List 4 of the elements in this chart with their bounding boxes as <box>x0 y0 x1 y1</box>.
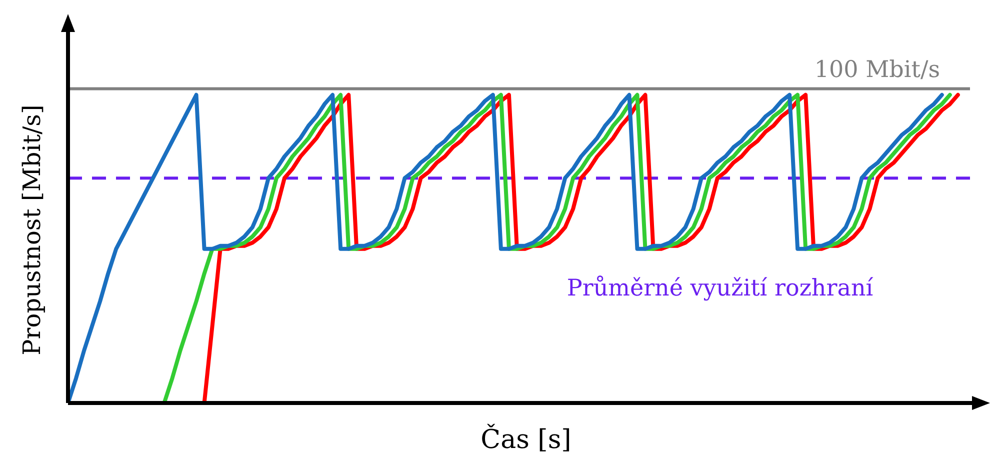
ref-line-label: Průměrné využití rozhraní <box>566 276 874 302</box>
x-axis-title: Čas [s] <box>480 425 572 455</box>
y-axis-title: Propustnost [Mbit/s] <box>18 104 46 356</box>
ref-line-label: 100 Mbit/s <box>814 57 940 84</box>
